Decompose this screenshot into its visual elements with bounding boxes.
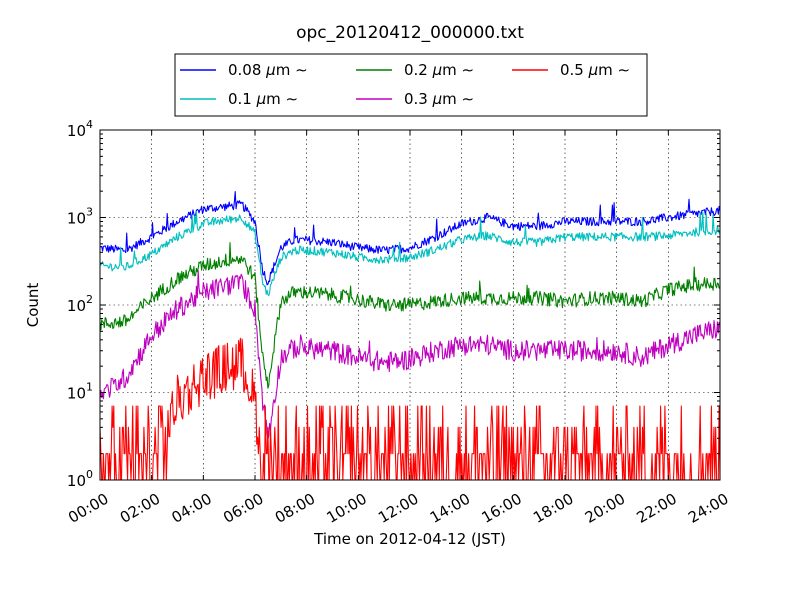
chart-title: opc_20120412_000000.txt (296, 23, 524, 43)
legend-label-2: 0.2 μm ∼ (404, 61, 474, 79)
legend-label-1: 0.1 μm ∼ (228, 90, 298, 108)
y-axis-label: Count (24, 283, 42, 328)
plot-area (100, 130, 720, 480)
legend-label-4: 0.5 μm ∼ (560, 61, 630, 79)
series-line-0 (99, 191, 721, 286)
legend: 0.08 μm ∼ 0.1 μm ∼ 0.2 μm ∼ 0.3 μm ∼ 0.5 μm … (174, 53, 648, 117)
series-line-1 (99, 211, 721, 296)
series-layer (99, 191, 721, 481)
axis-ticks (99, 129, 721, 481)
series-line-2 (99, 242, 721, 389)
x-axis-label: Time on 2012-04-12 (JST) (313, 530, 506, 548)
legend-label-3: 0.3 μm ∼ (404, 90, 474, 108)
legend-box (174, 53, 648, 117)
series-line-3 (99, 270, 721, 440)
legend-label-0: 0.08 μm ∼ (228, 61, 308, 79)
